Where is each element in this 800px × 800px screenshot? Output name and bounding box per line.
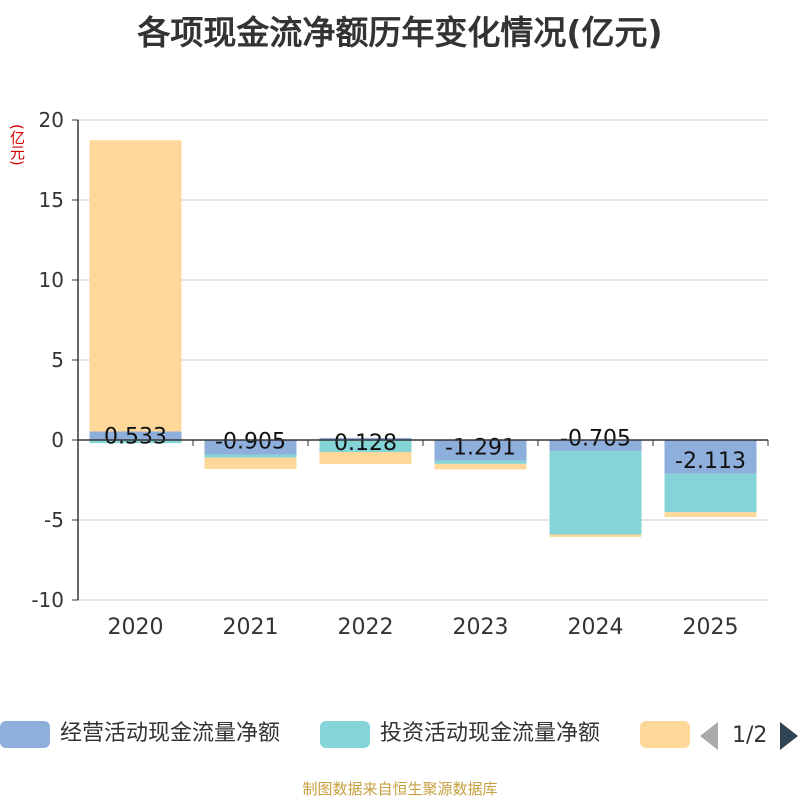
bar-2022-series-0 xyxy=(319,437,412,440)
data-label-2020: 0.533 xyxy=(104,424,167,449)
y-tick-label-3: 5 xyxy=(51,348,64,372)
data-label-2025: -2.113 xyxy=(675,449,746,474)
legend-page-indicator: 1/2 xyxy=(732,723,768,748)
bar-2023-series-2 xyxy=(434,463,527,470)
chart-area: 20 15 10 5 0 -5 -10 0.533 2020 -0.905 2021 0.128 202… xyxy=(31,108,769,640)
x-tick-label-2020: 2020 xyxy=(108,615,164,640)
bar-2022-series-1 xyxy=(319,440,412,452)
x-tick-label-2022: 2022 xyxy=(338,615,394,640)
bar-2020-series-0 xyxy=(89,431,182,440)
data-label-2024: -0.705 xyxy=(560,426,631,451)
legend-prev-arrow-icon[interactable] xyxy=(700,722,718,750)
bar-2023-series-1 xyxy=(434,460,527,464)
legend-label-operating: 经营活动现金流量净额 xyxy=(60,721,281,746)
x-tick-label-2021: 2021 xyxy=(223,615,279,640)
legend-next-arrow-icon[interactable] xyxy=(780,722,798,750)
legend: 经营活动现金流量净额 投资活动现金流量净额 1/2 xyxy=(0,712,800,756)
bar-2025-series-0 xyxy=(664,440,757,474)
x-tick-label-2023: 2023 xyxy=(453,615,509,640)
legend-swatch-operating xyxy=(0,721,50,748)
y-axis-unit-label: (亿元) xyxy=(8,124,26,166)
data-label-2021: -0.905 xyxy=(215,429,286,454)
x-tick-label-2024: 2024 xyxy=(568,615,624,640)
bar-2021-series-1 xyxy=(204,454,297,458)
legend-pager: 1/2 xyxy=(700,720,800,750)
bar-2020-series-1 xyxy=(89,440,182,444)
bar-2025-series-1 xyxy=(664,473,757,513)
y-tick-label-4: 0 xyxy=(51,428,64,452)
legend-swatch-financing xyxy=(640,721,690,748)
bar-2023-series-0 xyxy=(434,440,527,461)
y-tick-label-2: 10 xyxy=(39,268,64,292)
chart-title: 各项现金流净额历年变化情况(亿元) xyxy=(137,13,663,52)
legend-label-investing: 投资活动现金流量净额 xyxy=(380,721,601,746)
y-tick-label-0: 20 xyxy=(39,108,64,132)
bar-2021-series-0 xyxy=(204,440,297,455)
data-label-2022: 0.128 xyxy=(334,431,397,456)
bar-2024-series-1 xyxy=(549,451,642,535)
bar-2024-series-0 xyxy=(549,440,642,452)
bar-2025-series-2 xyxy=(664,512,757,518)
y-tick-label-1: 15 xyxy=(39,188,64,212)
legend-swatch-investing xyxy=(320,721,370,748)
bar-2020-series-2 xyxy=(89,140,182,432)
bar-2021-series-2 xyxy=(204,457,297,469)
y-tick-label-5: -5 xyxy=(44,508,64,532)
y-tick-label-6: -10 xyxy=(31,588,64,612)
bar-2024-series-2 xyxy=(549,534,642,537)
bar-2022-series-2 xyxy=(319,452,412,464)
x-tick-label-2025: 2025 xyxy=(683,615,739,640)
data-source-footer: 制图数据来自恒生聚源数据库 xyxy=(302,780,498,798)
